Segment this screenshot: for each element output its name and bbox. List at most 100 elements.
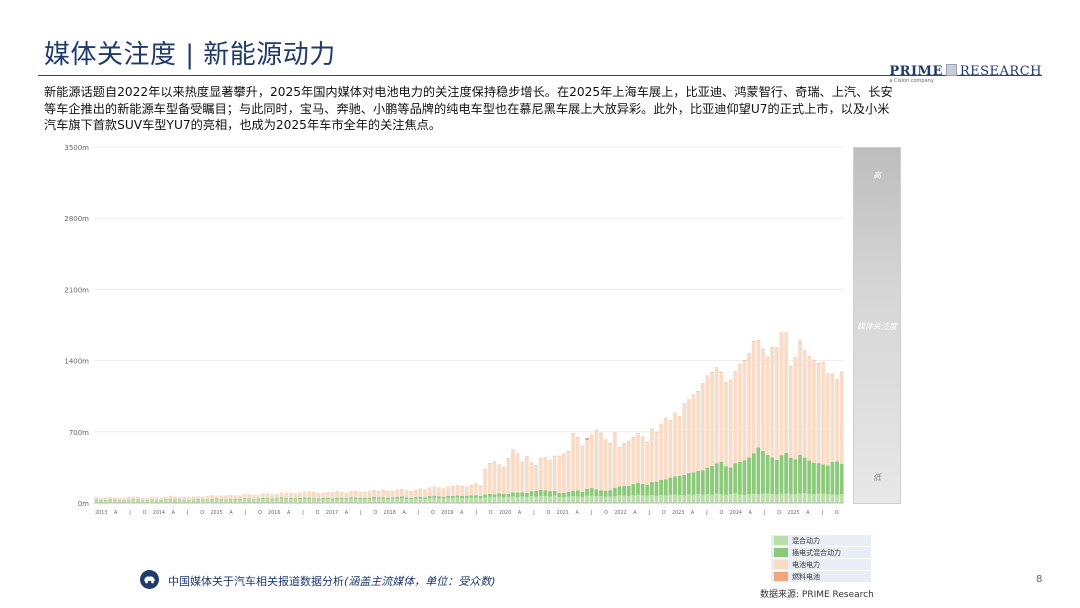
bar-segment-hybrid xyxy=(122,500,126,503)
y-tick-label: 1400m xyxy=(64,358,89,366)
bar-segment-phev xyxy=(455,495,460,498)
bar-segment-battery xyxy=(108,497,113,500)
bar-segment-battery xyxy=(478,485,483,496)
x-tick-label: J xyxy=(590,510,592,516)
bar-segment-hybrid xyxy=(126,500,131,503)
bar-segment-hybrid xyxy=(765,493,770,503)
bar-segment-hybrid xyxy=(774,494,779,503)
bar-segment-phev xyxy=(274,498,279,500)
bar-segment-phev xyxy=(335,497,339,499)
bar-segment-battery xyxy=(571,433,576,491)
bar-segment-phev xyxy=(325,497,330,500)
bar-segment-hybrid xyxy=(506,496,511,503)
bar-segment-hybrid xyxy=(464,498,469,503)
bar-segment-hybrid xyxy=(200,500,205,503)
bar-segment-hybrid xyxy=(293,499,298,503)
bar-segment-hybrid xyxy=(224,499,228,503)
legend-swatch-hybrid xyxy=(774,536,788,545)
bar-segment-phev xyxy=(543,490,548,497)
bar-segment-battery xyxy=(386,491,390,498)
bar-segment-phev xyxy=(330,498,335,500)
bar-segment-phev xyxy=(520,492,525,497)
bar-segment-hybrid xyxy=(274,499,279,503)
bar-segment-battery xyxy=(191,496,196,500)
bar-segment-phev xyxy=(673,476,677,495)
bar-segment-hybrid xyxy=(316,499,321,503)
bar-segment-battery xyxy=(474,483,478,496)
bar-segment-battery xyxy=(274,494,279,499)
bar-segment-battery xyxy=(798,340,802,455)
bar-segment-battery xyxy=(761,349,765,451)
title-divider xyxy=(38,75,1042,76)
bar-segment-hybrid xyxy=(196,499,201,503)
x-tick-label: A xyxy=(633,510,637,516)
bar-segment-hybrid xyxy=(117,500,122,503)
bar-segment-phev xyxy=(798,454,802,494)
x-tick-label: A xyxy=(576,510,580,516)
bar-segment-battery xyxy=(784,332,789,453)
attention-scale-bar: 高 媒体关注度 低 xyxy=(853,147,901,504)
x-tick-label: O xyxy=(258,510,262,516)
bar-segment-hybrid xyxy=(631,495,636,503)
bar-segment-battery xyxy=(747,353,751,458)
bar-segment-phev xyxy=(668,477,673,495)
bar-segment-phev xyxy=(321,497,326,500)
bar-segment-hybrid xyxy=(367,499,372,503)
bar-segment-phev xyxy=(293,498,298,500)
bar-segment-battery xyxy=(321,493,326,498)
bar-segment-phev xyxy=(353,497,358,499)
bar-segment-phev xyxy=(376,497,381,499)
bar-segment-hybrid xyxy=(99,500,103,503)
bar-segment-phev xyxy=(737,461,742,495)
bar-segment-hybrid xyxy=(242,499,247,503)
bar-segment-hybrid xyxy=(390,498,395,503)
bar-segment-battery xyxy=(793,357,798,460)
bar-segment-phev xyxy=(418,496,423,499)
car-icon xyxy=(140,570,159,589)
x-tick-label: 2018 xyxy=(384,510,396,516)
bar-segment-phev xyxy=(714,463,719,494)
bar-segment-hybrid xyxy=(474,497,478,503)
bar-segment-phev xyxy=(196,499,201,500)
bar-segment-battery xyxy=(288,493,293,498)
bar-segment-hybrid xyxy=(608,496,613,503)
bar-segment-hybrid xyxy=(478,498,483,503)
bar-segment-battery xyxy=(765,357,770,455)
x-tick-label: J xyxy=(532,510,534,516)
bar-segment-hybrid xyxy=(562,497,566,503)
bar-segment-battery xyxy=(224,495,228,500)
bar-segment-battery xyxy=(520,461,525,493)
bar-segment-hybrid xyxy=(103,500,108,503)
legend-label-battery: 电池电力 xyxy=(792,560,820,569)
bar-segment-battery xyxy=(585,439,589,489)
bar-segment-phev xyxy=(770,457,775,495)
x-tick-label: J xyxy=(474,510,476,516)
bar-segment-phev xyxy=(788,457,793,495)
bar-segment-hybrid xyxy=(802,493,807,503)
bar-segment-battery xyxy=(562,454,566,493)
bar-segment-battery xyxy=(404,490,409,498)
logo-tagline: a Cision company xyxy=(889,78,934,84)
bar-segment-phev xyxy=(256,498,261,500)
bar-segment-phev xyxy=(696,470,701,495)
bar-segment-battery xyxy=(724,382,728,467)
legend-swatch-battery xyxy=(774,560,788,569)
bar-segment-phev xyxy=(464,495,469,499)
bar-segment-hybrid xyxy=(279,498,284,503)
bar-segment-phev xyxy=(812,462,816,495)
bar-segment-phev xyxy=(575,490,580,497)
bar-segment-battery xyxy=(608,443,613,491)
y-tick-label: 0m xyxy=(78,500,89,508)
legend-item-fuel-cell: 燃料电池 xyxy=(771,571,871,583)
bar-segment-battery xyxy=(835,379,839,462)
x-tick-label: 2024 xyxy=(730,510,742,516)
bar-segment-phev xyxy=(460,495,464,498)
bar-segment-phev xyxy=(112,499,117,500)
bar-segment-battery xyxy=(830,374,835,462)
bar-segment-battery xyxy=(779,333,784,456)
bar-segment-hybrid xyxy=(228,499,233,503)
bar-segment-phev xyxy=(839,463,844,495)
bar-segment-phev xyxy=(298,497,302,500)
bar-segment-battery xyxy=(770,347,775,458)
x-tick-label: O xyxy=(316,510,320,516)
